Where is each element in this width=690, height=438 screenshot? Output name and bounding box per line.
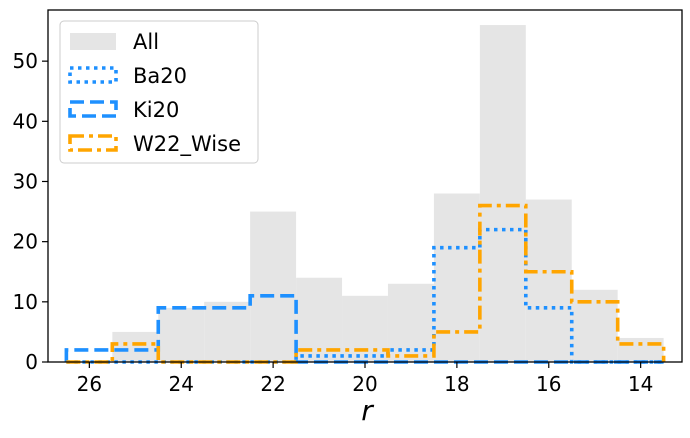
y-tick-label: 10 [13,290,38,314]
legend-label-w22-wise: W22_Wise [133,132,241,157]
x-tick-label: 22 [260,372,285,396]
bar-all [387,283,434,362]
bar-all [617,337,664,362]
legend: All Ba20 Ki20 W22_Wise [59,20,259,164]
x-tick-label: 16 [536,372,561,396]
y-tick-label: 50 [13,49,38,73]
legend-swatch-all [70,33,116,50]
legend-label-ki20: Ki20 [133,98,179,122]
legend-swatch-w22-wise [68,134,118,152]
y-tick-label: 30 [13,169,38,193]
series-line-ki20 [64,294,664,364]
y-tick-label: 40 [13,109,38,133]
x-tick-label: 14 [628,372,653,396]
legend-swatch-ki20 [68,100,118,118]
bar-all [204,301,251,362]
x-tick-label: 18 [444,372,469,396]
bar-all [112,331,159,362]
series-line-w22-wise [66,203,666,364]
x-axis-label: r [361,394,374,427]
bar-all [250,211,297,362]
bar-all [296,277,343,362]
bar-all [158,307,205,362]
bar-all [525,199,572,362]
axis-ticks: 26 24 22 20 18 16 14 0 10 20 30 40 50 [13,49,654,396]
x-tick-label: 24 [169,372,194,396]
x-tick-label: 20 [352,372,377,396]
all-histogram-bars [112,25,664,363]
bar-all [479,25,526,363]
legend-label-all: All [133,30,159,54]
legend-swatch-ba20 [68,66,118,84]
y-tick-label: 0 [25,350,38,374]
y-tick-label: 20 [13,230,38,254]
legend-label-ba20: Ba20 [133,64,187,88]
bar-all [342,295,388,362]
bar-all [433,193,480,362]
legend-box [59,20,259,164]
x-tick-label: 26 [77,372,102,396]
